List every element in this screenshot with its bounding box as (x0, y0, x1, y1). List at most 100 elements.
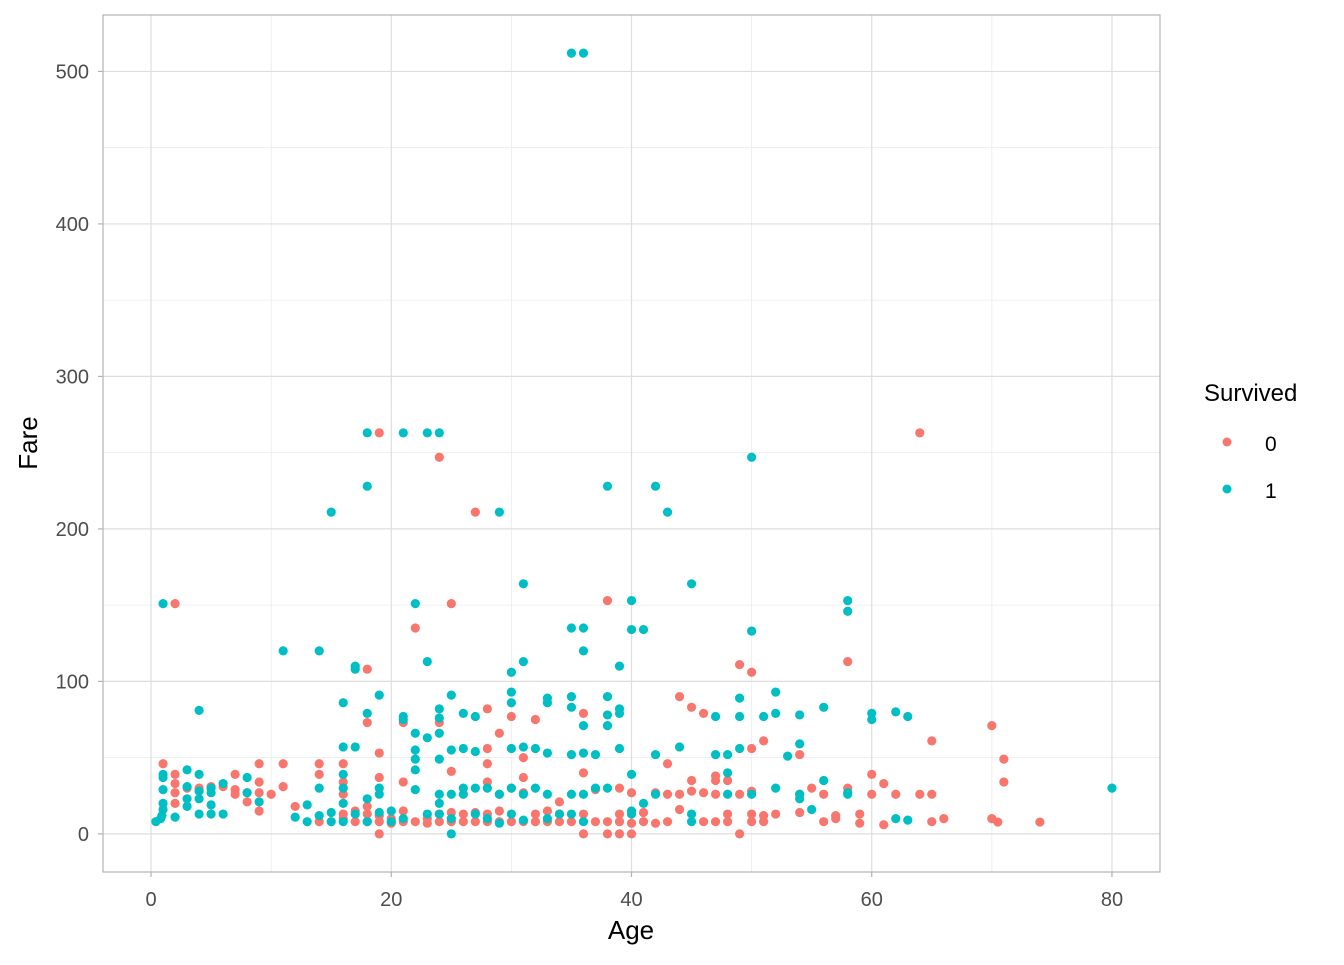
x-tick-label: 40 (620, 889, 642, 911)
point-survived-1 (747, 626, 757, 636)
point-survived-1 (686, 579, 697, 589)
point-survived-0 (999, 777, 1009, 787)
point-survived-0 (530, 714, 541, 725)
point-survived-0 (314, 759, 324, 769)
point-survived-1 (494, 789, 504, 799)
point-survived-1 (398, 428, 408, 438)
point-survived-1 (386, 817, 396, 827)
point-survived-1 (602, 481, 613, 491)
point-survived-1 (434, 428, 444, 438)
point-survived-0 (855, 818, 865, 828)
point-survived-0 (614, 829, 625, 839)
point-survived-1 (506, 667, 516, 677)
point-survived-0 (482, 704, 492, 714)
point-survived-0 (314, 769, 324, 780)
legend-label-0: 0 (1265, 433, 1277, 456)
point-survived-1 (422, 733, 432, 743)
point-survived-1 (482, 783, 492, 793)
point-survived-1 (218, 778, 228, 789)
point-survived-0 (927, 789, 937, 799)
point-survived-1 (710, 711, 721, 722)
points (151, 48, 1117, 839)
point-survived-0 (446, 599, 456, 609)
point-survived-0 (470, 507, 480, 517)
point-survived-1 (170, 812, 180, 822)
point-survived-1 (374, 690, 384, 700)
point-survived-0 (530, 817, 541, 827)
point-survived-1 (302, 800, 312, 810)
point-survived-0 (650, 818, 661, 828)
point-survived-1 (314, 783, 324, 793)
point-survived-1 (218, 809, 228, 819)
y-axis-title: Fare (13, 416, 43, 469)
point-survived-0 (735, 660, 745, 670)
point-survived-0 (638, 807, 649, 818)
point-survived-0 (506, 817, 516, 827)
point-survived-1 (338, 817, 348, 827)
point-survived-1 (795, 710, 805, 720)
point-survived-1 (194, 794, 204, 804)
point-survived-0 (362, 809, 372, 819)
point-survived-1 (891, 814, 901, 824)
point-survived-0 (434, 817, 444, 827)
point-survived-1 (722, 749, 733, 760)
point-survived-1 (254, 797, 264, 807)
point-survived-1 (542, 789, 553, 799)
point-survived-0 (867, 789, 877, 799)
point-survived-0 (879, 820, 889, 830)
point-survived-1 (506, 809, 516, 819)
point-survived-0 (554, 817, 565, 827)
point-survived-1 (434, 704, 444, 714)
point-survived-0 (230, 769, 240, 780)
point-survived-1 (747, 452, 757, 462)
point-survived-1 (506, 698, 516, 708)
point-survived-1 (602, 710, 613, 720)
point-survived-0 (662, 789, 673, 799)
point-survived-1 (530, 743, 541, 754)
point-survived-1 (242, 772, 252, 783)
point-survived-0 (614, 809, 625, 819)
point-survived-0 (278, 782, 288, 792)
point-survived-1 (434, 713, 444, 723)
y-tick-label: 200 (56, 519, 89, 541)
point-survived-0 (362, 801, 372, 812)
point-survived-1 (566, 692, 577, 702)
point-survived-0 (927, 817, 937, 827)
point-survived-1 (314, 810, 324, 821)
point-survived-0 (278, 759, 288, 769)
point-survived-1 (158, 599, 168, 609)
point-survived-0 (170, 778, 180, 789)
point-survived-1 (206, 809, 216, 819)
point-survived-0 (422, 818, 432, 828)
point-survived-1 (735, 711, 745, 722)
point-survived-1 (506, 743, 516, 754)
point-survived-1 (156, 814, 166, 824)
point-survived-1 (338, 798, 348, 808)
point-survived-0 (686, 786, 697, 796)
point-survived-1 (338, 742, 348, 752)
point-survived-1 (410, 754, 420, 764)
point-survived-1 (566, 809, 577, 819)
point-survived-1 (578, 623, 589, 633)
point-survived-0 (338, 759, 348, 769)
point-survived-1 (843, 606, 853, 616)
point-survived-1 (518, 742, 528, 752)
point-survived-1 (446, 829, 456, 839)
point-survived-0 (254, 806, 264, 816)
point-survived-1 (410, 599, 420, 609)
point-survived-1 (470, 711, 480, 722)
point-survived-1 (566, 48, 577, 58)
point-survived-0 (398, 777, 408, 787)
point-survived-1 (434, 754, 444, 764)
point-survived-1 (566, 789, 577, 799)
point-survived-1 (903, 711, 913, 722)
point-survived-1 (194, 809, 204, 819)
point-survived-1 (182, 801, 192, 812)
point-survived-1 (158, 785, 168, 795)
point-survived-0 (843, 656, 853, 667)
point-survived-0 (819, 789, 829, 799)
point-survived-1 (458, 789, 468, 799)
point-survived-0 (807, 783, 817, 793)
point-survived-1 (903, 815, 913, 825)
point-survived-1 (626, 624, 637, 635)
